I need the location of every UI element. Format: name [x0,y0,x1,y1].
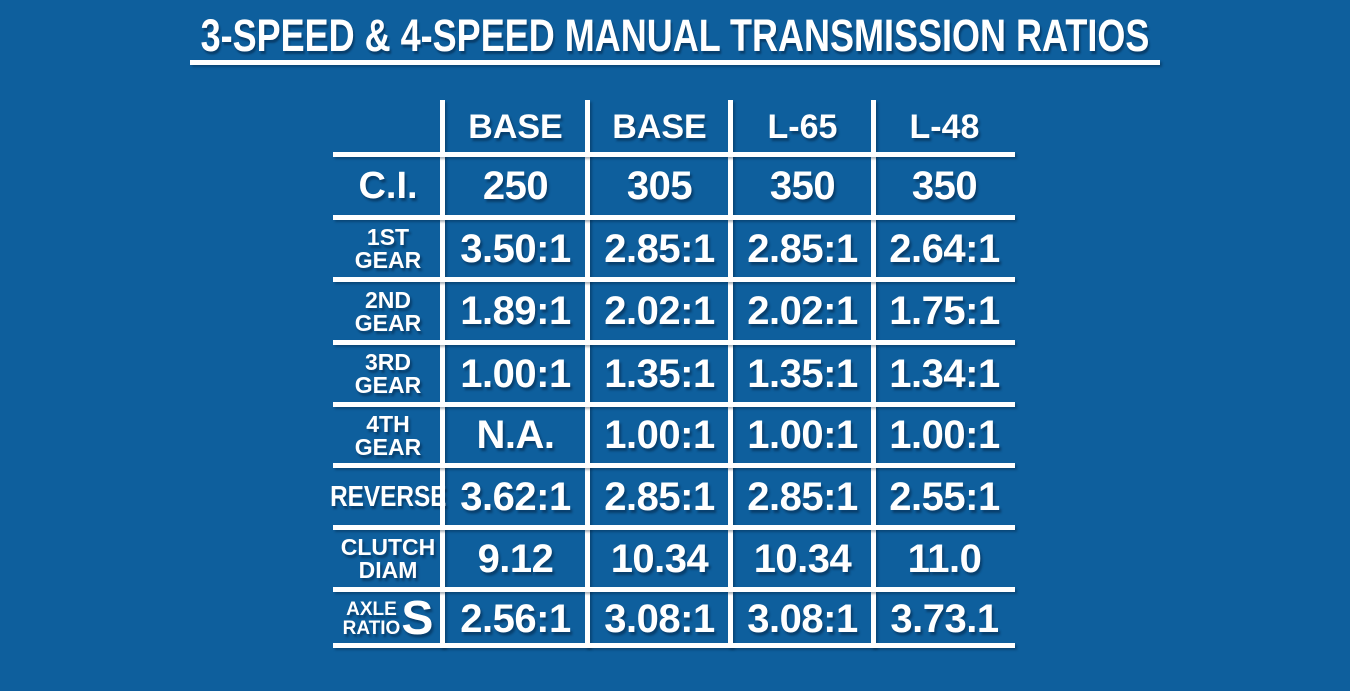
table-cell: 3.62:1 [460,474,571,519]
table-cell: 10.34 [610,536,709,581]
row-label-ci: C.I. [358,165,418,207]
table-grid-vline [871,100,876,648]
row-label-line: REVERSE [329,480,447,513]
table-cell: 3.73.1 [890,596,999,641]
table-grid-vline [440,100,445,648]
transmission-ratios-table: BASE BASE L-65 L-48 C.I. 250 305 350 350… [329,100,1015,648]
table-cell: 11.0 [907,536,982,581]
row-label-axle-ratios: AXLE RATIO S [333,590,443,648]
page-title: 3-SPEED & 4-SPEED MANUAL TRANSMISSION RA… [200,10,1150,61]
table-cell: 350 [911,164,978,208]
table-cell: 3.08:1 [747,596,858,641]
column-header-l65: L-65 [767,108,838,146]
table-cell: 2.56:1 [460,596,571,641]
table-cell: 1.34:1 [889,351,1000,396]
table-cell: 1.00:1 [889,413,1000,457]
table-cell: 3.50:1 [460,226,571,271]
row-label-clutch-diam: CLUTCH DIAM [333,528,443,590]
column-header-base-1: BASE [468,108,563,146]
table-cell: 1.00:1 [460,351,571,396]
row-label-line: 1ST [366,224,410,251]
table-grid-hline [333,215,1015,220]
table-grid-hline [333,152,1015,157]
title-block: 3-SPEED & 4-SPEED MANUAL TRANSMISSION RA… [0,13,1350,58]
table-grid-hline [333,587,1015,592]
table-cell: 2.85:1 [747,226,858,271]
table-grid-hline [333,643,1015,648]
table-cell: 2.85:1 [747,474,858,519]
table-grid-hline [333,525,1015,530]
table-cell: 1.35:1 [604,351,715,396]
table-cell: 250 [482,164,549,208]
table-cell: 10.34 [753,536,852,581]
table-cell: 1.00:1 [747,413,858,457]
row-label-line: GEAR [354,247,422,273]
table-grid-vline [728,100,733,648]
table-cell: 2.85:1 [604,226,715,271]
row-label-1st-gear: 1ST GEAR [333,218,443,280]
column-header-l48: L-48 [909,108,980,146]
row-label-line: 2ND [364,286,411,313]
table-grid-hline [333,402,1015,407]
row-label-line: DIAM [358,557,418,583]
table-grid-hline [333,463,1015,468]
row-label-reverse: REVERSE [329,466,447,528]
table-cell: 350 [769,164,836,208]
row-label-line: GEAR [354,433,422,460]
table-cell: 3.08:1 [604,596,715,641]
row-label-4th-gear: 4TH GEAR [333,405,443,466]
table-grid-vline [585,100,590,648]
axle-ratio-s-suffix: S [401,592,434,646]
table-cell: 305 [626,164,693,208]
table-cell: 1.75:1 [889,289,1000,333]
table-cell: 2.85:1 [604,474,715,519]
table-corner-cell [333,100,443,155]
table-cell: 2.02:1 [747,289,858,333]
row-label-2nd-gear: 2ND GEAR [333,280,443,343]
table-cell: 2.55:1 [889,474,1000,519]
table-cell: 9.12 [477,536,554,581]
axle-ratio-stack: AXLE RATIO [343,600,401,638]
table-grid-hline [333,277,1015,282]
table-cell: 2.64:1 [889,226,1000,271]
row-label-line: AXLE [346,599,397,620]
table-cell: N.A. [476,413,556,457]
row-label-line: GEAR [354,372,422,398]
table-cell: 1.89:1 [460,289,571,333]
row-label-line: RATIO [342,618,401,639]
table-cell: 2.02:1 [604,289,715,333]
title-underline [190,60,1160,65]
row-label-line: GEAR [354,309,422,336]
table-grid-hline [333,340,1015,345]
row-label-line: 4TH [366,410,410,437]
column-header-base-2: BASE [612,108,707,146]
row-label-3rd-gear: 3RD GEAR [333,343,443,405]
table-cell: 1.00:1 [604,413,715,457]
row-label-line: 3RD [364,349,411,376]
table-cell: 1.35:1 [747,351,858,396]
row-label-line: CLUTCH [340,534,436,561]
